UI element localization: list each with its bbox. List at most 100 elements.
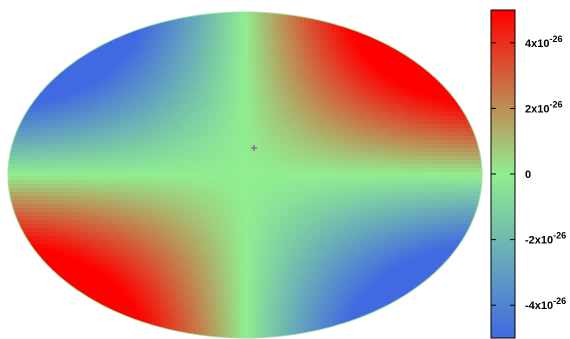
map-cell — [416, 148, 421, 153]
map-cell — [232, 52, 237, 57]
map-cell — [272, 136, 277, 141]
map-cell — [148, 140, 153, 145]
map-cell — [92, 160, 97, 165]
map-cell — [320, 100, 325, 105]
map-cell — [196, 12, 201, 17]
map-cell — [332, 80, 337, 85]
map-cell — [368, 132, 373, 137]
map-cell — [412, 108, 417, 113]
map-cell — [184, 56, 189, 61]
map-cell — [360, 48, 365, 53]
map-cell — [148, 92, 153, 97]
map-cell — [164, 108, 169, 113]
map-cell — [168, 168, 173, 173]
map-cell — [96, 168, 101, 173]
map-cell — [280, 172, 285, 177]
map-cell — [440, 92, 445, 97]
map-cell — [16, 136, 21, 141]
map-cell — [388, 88, 393, 93]
map-cell — [84, 136, 89, 141]
map-cell — [352, 52, 357, 57]
map-cell — [220, 188, 225, 193]
map-cell — [304, 124, 309, 129]
map-cell — [188, 24, 193, 29]
map-cell — [380, 120, 385, 125]
map-cell — [96, 100, 101, 105]
map-cell — [176, 208, 181, 213]
map-cell — [148, 96, 153, 101]
map-cell — [368, 172, 373, 177]
map-cell — [304, 48, 309, 53]
map-cell — [172, 24, 177, 29]
map-cell — [164, 128, 169, 133]
map-cell — [340, 136, 345, 141]
map-cell — [232, 152, 237, 157]
map-cell — [244, 44, 249, 49]
map-cell — [188, 120, 193, 125]
map-cell — [200, 112, 205, 117]
map-cell — [52, 144, 57, 149]
map-cell — [172, 172, 177, 177]
map-cell — [172, 208, 177, 213]
map-cell — [376, 100, 381, 105]
map-cell — [136, 48, 141, 53]
map-cell — [336, 120, 341, 125]
map-cell — [388, 164, 393, 169]
map-cell — [400, 112, 405, 117]
map-cell — [148, 192, 153, 197]
map-cell — [388, 52, 393, 57]
map-cell — [72, 104, 77, 109]
map-cell — [140, 180, 145, 185]
map-cell — [204, 180, 209, 185]
map-cell — [32, 92, 37, 97]
map-cell — [68, 92, 73, 97]
map-cell — [364, 152, 369, 157]
map-cell — [208, 24, 213, 29]
map-cell — [340, 140, 345, 145]
map-cell — [136, 136, 141, 141]
map-cell — [320, 92, 325, 97]
map-cell — [268, 64, 273, 69]
map-cell — [244, 144, 249, 149]
map-cell — [344, 96, 349, 101]
map-cell — [44, 152, 49, 157]
map-cell — [240, 28, 245, 33]
map-cell — [248, 172, 253, 177]
map-cell — [300, 40, 305, 45]
map-cell — [192, 120, 197, 125]
map-cell — [92, 164, 97, 169]
map-cell — [444, 156, 449, 161]
map-cell — [324, 176, 329, 181]
map-cell — [252, 192, 257, 197]
map-cell — [200, 56, 205, 61]
map-cell — [368, 60, 373, 65]
map-cell — [352, 32, 357, 37]
map-cell — [128, 164, 133, 169]
map-cell — [184, 188, 189, 193]
map-cell — [472, 180, 477, 185]
map-cell — [380, 196, 385, 201]
map-cell — [216, 124, 221, 129]
map-cell — [344, 60, 349, 65]
map-cell — [392, 64, 397, 69]
map-cell — [392, 84, 397, 89]
map-cell — [176, 28, 181, 33]
map-cell — [96, 128, 101, 133]
map-cell — [380, 68, 385, 73]
map-cell — [168, 52, 173, 57]
map-cell — [432, 152, 437, 157]
map-cell — [268, 72, 273, 77]
map-cell — [448, 188, 453, 193]
map-cell — [36, 136, 41, 141]
map-cell — [204, 80, 209, 85]
map-cell — [440, 192, 445, 197]
map-cell — [320, 188, 325, 193]
map-cell — [384, 152, 389, 157]
map-cell — [160, 104, 165, 109]
map-cell — [164, 68, 169, 73]
map-cell — [248, 80, 253, 85]
map-cell — [144, 36, 149, 41]
map-cell — [288, 204, 293, 209]
map-cell — [44, 172, 49, 177]
map-cell — [228, 184, 233, 189]
